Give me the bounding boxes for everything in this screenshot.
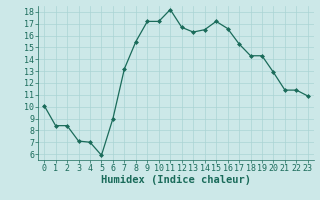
X-axis label: Humidex (Indice chaleur): Humidex (Indice chaleur): [101, 175, 251, 185]
